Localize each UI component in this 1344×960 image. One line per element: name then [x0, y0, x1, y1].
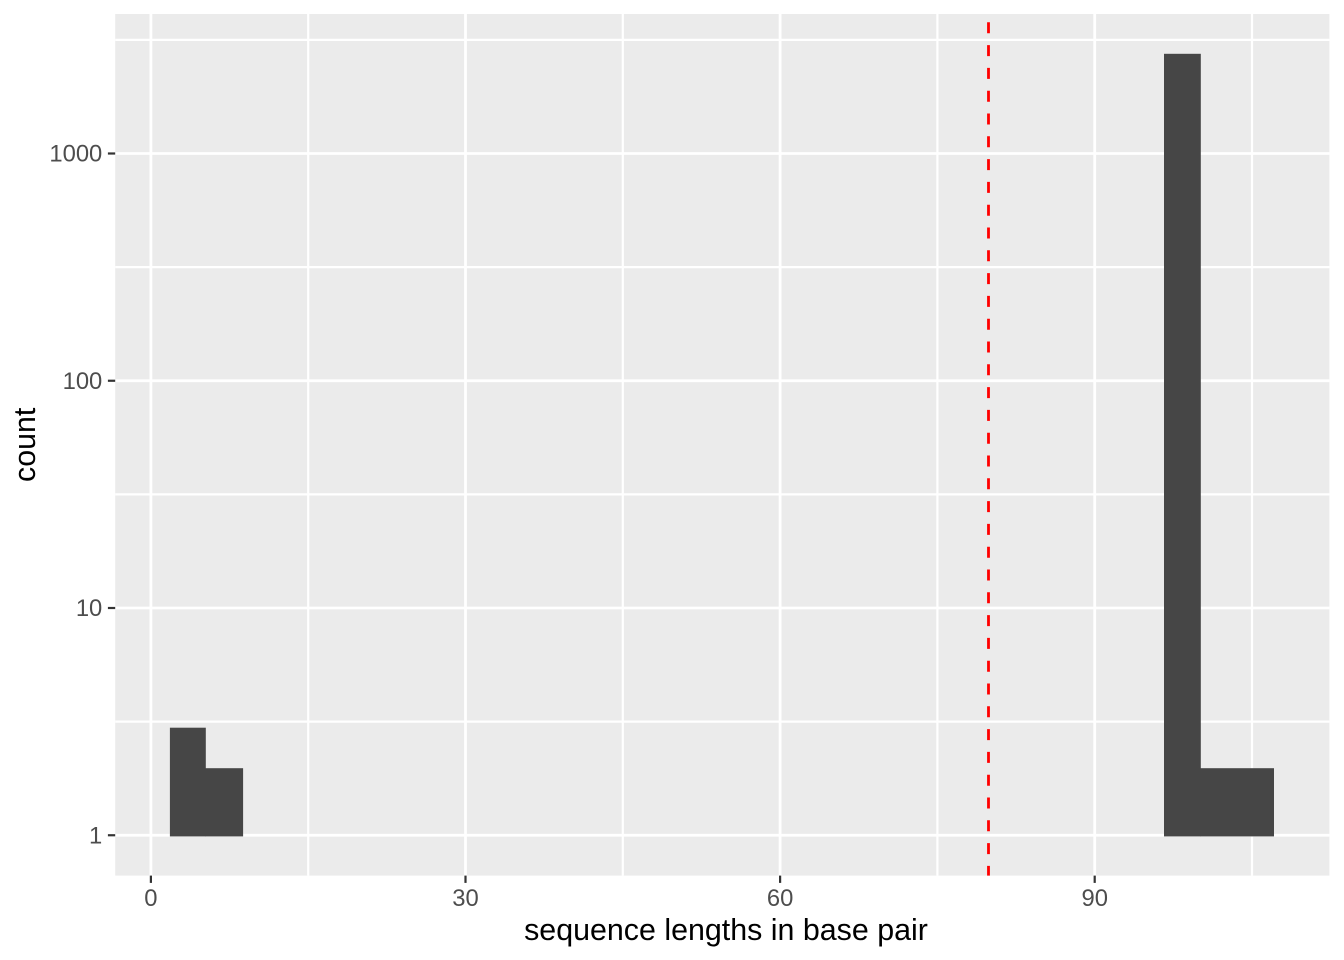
svg-text:90: 90 [1081, 885, 1107, 912]
svg-text:60: 60 [767, 885, 793, 912]
svg-text:1000: 1000 [49, 141, 102, 168]
svg-text:100: 100 [63, 368, 103, 395]
svg-text:0: 0 [144, 885, 157, 912]
svg-text:1: 1 [89, 823, 102, 850]
svg-text:10: 10 [76, 595, 102, 622]
svg-text:count: count [8, 407, 42, 482]
svg-text:30: 30 [452, 885, 478, 912]
svg-text:sequence lengths in base pair: sequence lengths in base pair [524, 913, 928, 947]
